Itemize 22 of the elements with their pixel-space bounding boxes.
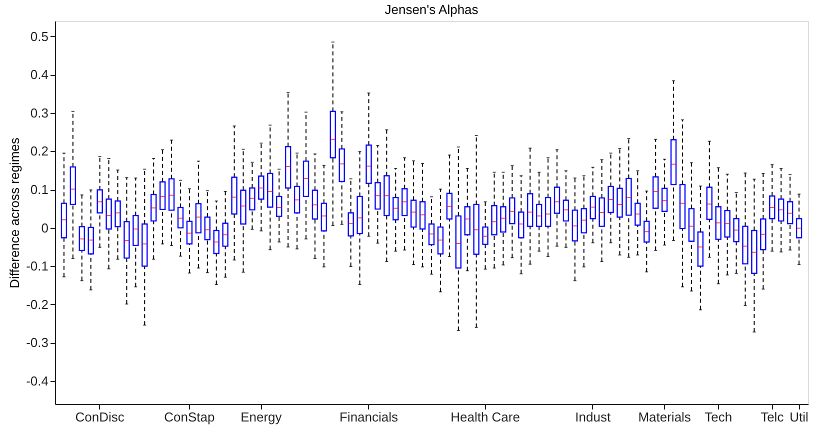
y-tick-label: 0.1 — [30, 182, 48, 198]
chart-title: Jensen's Alphas — [384, 2, 479, 17]
y-tick-label: 0.3 — [30, 105, 48, 120]
y-tick-label: 0.5 — [30, 28, 48, 44]
y-tick-label: 0 — [41, 220, 48, 236]
y-tick-label: -0.3 — [26, 335, 48, 350]
x-tick-label: Energy — [240, 410, 282, 424]
x-tick-label: Indust — [575, 410, 611, 424]
x-tick-label: ConDisc — [75, 410, 125, 424]
x-tick-label: Financials — [339, 410, 399, 424]
x-tick-label: ConStap — [164, 410, 215, 424]
x-tick-label: Telc — [760, 410, 784, 424]
x-tick-label: Materials — [638, 410, 692, 424]
y-tick-label: -0.2 — [26, 296, 48, 312]
y-axis-title: Difference across regimes — [7, 137, 22, 288]
y-tick-label: -0.1 — [26, 258, 48, 274]
y-tick-label: 0.2 — [30, 144, 48, 159]
x-tick-label: Health Care — [450, 410, 520, 424]
y-tick-label: -0.4 — [26, 374, 48, 389]
x-tick-label: Tech — [704, 410, 732, 424]
y-tick-label: 0.4 — [30, 67, 48, 82]
x-tick-label: Util — [790, 410, 809, 424]
